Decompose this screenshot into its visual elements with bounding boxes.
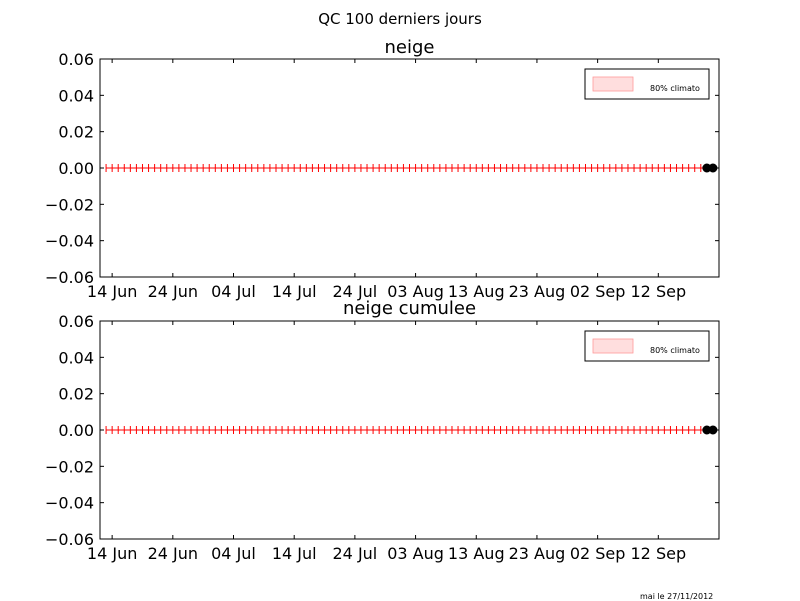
- x-tick-label: 13 Aug: [448, 282, 505, 301]
- x-tick-label: 04 Jul: [211, 282, 256, 301]
- y-tick-label: −0.06: [45, 530, 94, 549]
- x-tick-label: 02 Sep: [570, 282, 626, 301]
- x-tick-label: 14 Jun: [87, 544, 137, 563]
- x-tick-label: 12 Sep: [631, 282, 687, 301]
- last-data-point: [708, 425, 718, 435]
- last-data-point: [708, 163, 718, 173]
- x-tick-label: 24 Jul: [333, 544, 378, 563]
- figure-suptitle: QC 100 derniers jours: [318, 10, 482, 28]
- x-tick-label: 03 Aug: [387, 282, 444, 301]
- y-tick-label: −0.02: [45, 457, 94, 476]
- legend-swatch-climato: [592, 76, 634, 92]
- x-tick-label: 13 Aug: [448, 544, 505, 563]
- x-tick-label: 14 Jul: [272, 282, 317, 301]
- y-tick-label: 0.00: [58, 421, 94, 440]
- x-tick-label: 14 Jul: [272, 544, 317, 563]
- chart-panel-neige-cumulee: neige cumulee 0.06 0.04 0.02 0.00 −0.02 −0.04 −…: [45, 298, 720, 563]
- y-tick-label: 0.06: [58, 50, 94, 69]
- y-tick-label: −0.02: [45, 195, 94, 214]
- x-tick-label: 12 Sep: [631, 544, 687, 563]
- x-tick-label: 24 Jul: [333, 282, 378, 301]
- chart-title: neige: [385, 37, 435, 58]
- x-tick-label: 14 Jun: [87, 282, 137, 301]
- y-tick-label: 0.06: [58, 312, 94, 331]
- chart-title: neige cumulee: [343, 298, 476, 319]
- y-tick-label: 0.04: [58, 86, 94, 105]
- y-tick-label: 0.04: [58, 348, 94, 367]
- x-tick-label: 24 Jun: [148, 544, 198, 563]
- x-tick-label: 04 Jul: [211, 544, 256, 563]
- x-tick-label: 23 Aug: [509, 282, 566, 301]
- y-tick-label: −0.04: [45, 232, 94, 251]
- y-tick-label: 0.02: [58, 123, 94, 142]
- y-tick-label: −0.04: [45, 494, 94, 513]
- legend: 80% climato: [584, 330, 710, 362]
- legend-label: 80% climato: [650, 84, 700, 93]
- legend: 80% climato: [584, 68, 710, 100]
- y-tick-label: −0.06: [45, 268, 94, 287]
- x-tick-label: 03 Aug: [387, 544, 444, 563]
- legend-swatch-climato: [592, 338, 634, 354]
- x-tick-label: 23 Aug: [509, 544, 566, 563]
- y-tick-label: 0.00: [58, 159, 94, 178]
- x-tick-label: 24 Jun: [148, 282, 198, 301]
- legend-label: 80% climato: [650, 346, 700, 355]
- x-tick-label: 02 Sep: [570, 544, 626, 563]
- figure-footer: mai le 27/11/2012: [640, 592, 714, 601]
- y-tick-label: 0.02: [58, 385, 94, 404]
